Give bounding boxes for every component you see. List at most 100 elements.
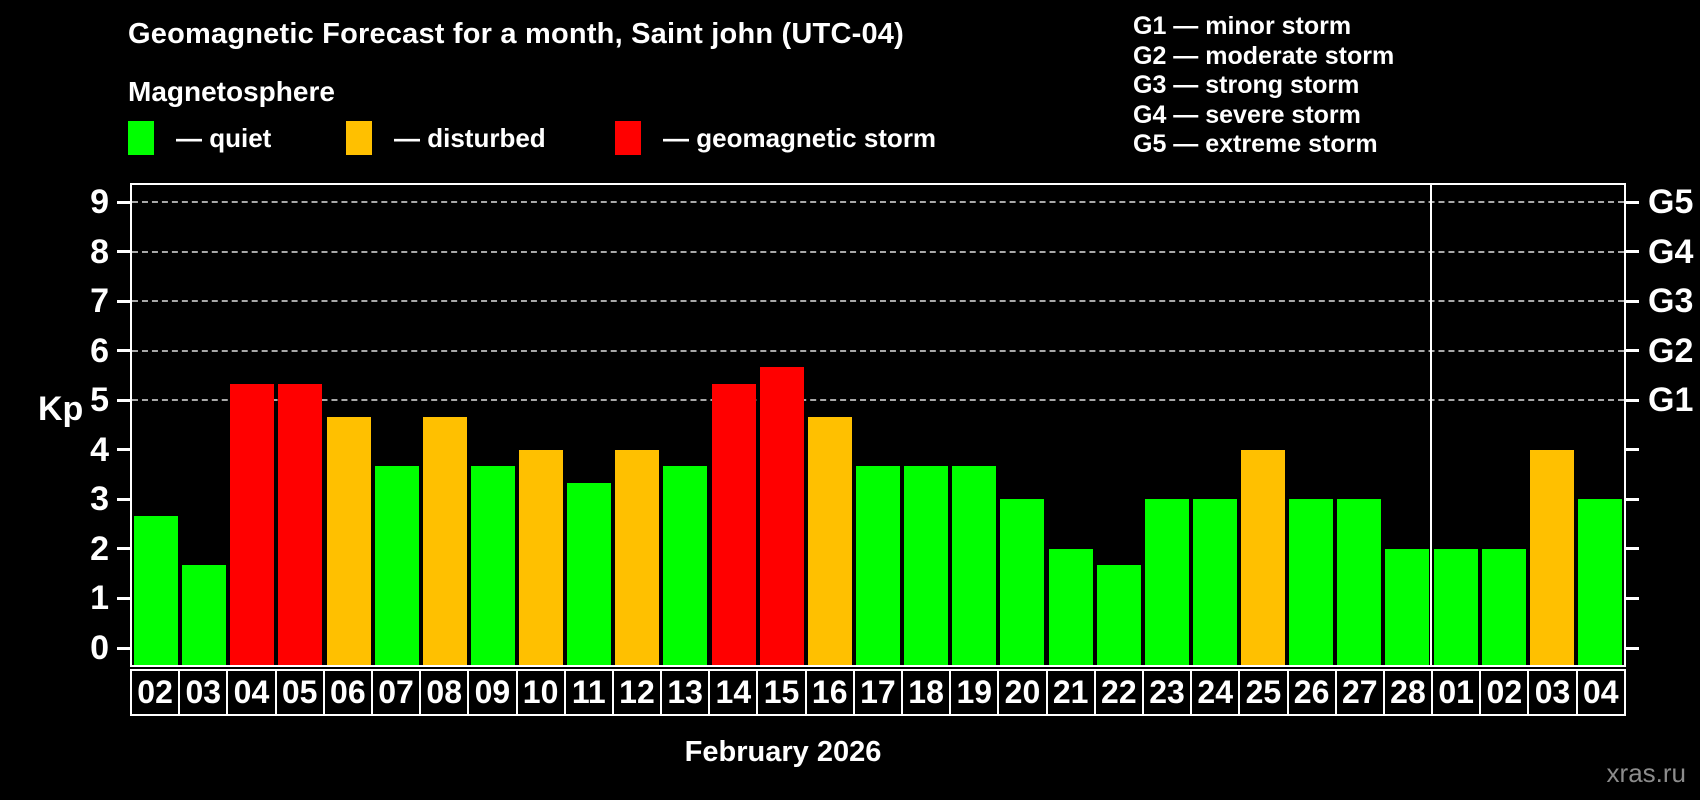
- g-scale-tick-label-G2: G2: [1648, 331, 1694, 370]
- day-label-feb-11: 11: [563, 669, 614, 716]
- day-label-feb-15: 15: [756, 669, 807, 716]
- y-axis-tick-label-6: 6: [90, 331, 109, 370]
- g-scale-tick-label-G3: G3: [1648, 282, 1694, 321]
- bar-feb-15: [759, 367, 804, 665]
- day-label-feb-17: 17: [852, 669, 903, 716]
- y-axis-tick-label-3: 3: [90, 480, 109, 519]
- day-label-feb-16: 16: [804, 669, 855, 716]
- bar-feb-24: [1192, 499, 1237, 665]
- bar-feb-25: [1241, 449, 1286, 665]
- chart-title: Geomagnetic Forecast for a month, Saint …: [128, 18, 904, 50]
- day-label-mar-04: 04: [1575, 669, 1626, 716]
- day-label-feb-09: 09: [467, 669, 518, 716]
- y-axis-tick-label-5: 5: [90, 381, 109, 420]
- y-axis-tick-label-8: 8: [90, 232, 109, 271]
- g-scale-legend-line-3: G3 — strong storm: [1133, 71, 1360, 99]
- y-axis-tick-label-9: 9: [90, 183, 109, 221]
- y-axis-tick-right-2: [1626, 547, 1639, 551]
- y-axis-tick-left-1: [117, 596, 130, 600]
- bar-mar-03: [1529, 449, 1574, 665]
- day-label-feb-07: 07: [370, 669, 422, 716]
- y-axis-tick-left-8: [117, 250, 130, 254]
- day-label-feb-27: 27: [1334, 669, 1385, 716]
- y-axis-tick-label-4: 4: [90, 430, 109, 469]
- day-label-feb-13: 13: [660, 669, 711, 716]
- legend-label-quiet: — quiet: [176, 122, 272, 153]
- bar-feb-23: [1144, 499, 1189, 665]
- bar-feb-21: [1048, 548, 1093, 665]
- plot-area: 0 1 2 3 4 5 6 7 8 9 G1 G2 G3 G4 G5: [90, 183, 1693, 667]
- day-label-feb-14: 14: [708, 669, 759, 716]
- g-scale-tick-label-G1: G1: [1648, 381, 1694, 420]
- y-axis-tick-right-5: [1626, 398, 1639, 402]
- day-label-feb-28: 28: [1382, 669, 1434, 716]
- legend-item-disturbed: — disturbed: [346, 118, 546, 158]
- g-scale-legend-line-1: G1 — minor storm: [1133, 12, 1352, 40]
- bar-feb-18: [904, 466, 949, 665]
- bar-feb-14: [711, 383, 756, 665]
- bar-feb-20: [1000, 499, 1045, 665]
- g-scale-legend-line-5: G5 — extreme storm: [1133, 130, 1378, 158]
- bar-feb-10: [519, 449, 564, 665]
- y-axis-tick-left-4: [117, 448, 130, 452]
- y-axis-tick-label-7: 7: [90, 282, 109, 321]
- g-scale-tick-label-G4: G4: [1648, 232, 1694, 271]
- bar-feb-22: [1096, 565, 1141, 665]
- bar-feb-19: [952, 466, 997, 665]
- bar-feb-16: [807, 416, 852, 665]
- bar-feb-17: [856, 466, 900, 665]
- bar-feb-28: [1385, 548, 1430, 665]
- day-label-feb-05: 05: [274, 669, 325, 716]
- bar-feb-12: [615, 449, 660, 665]
- bar-feb-04: [230, 383, 275, 665]
- bar-feb-07: [374, 466, 419, 665]
- g-scale-tick-label-G5: G5: [1648, 183, 1694, 221]
- day-label-feb-25: 25: [1238, 669, 1289, 716]
- y-axis-tick-label-1: 1: [90, 579, 109, 618]
- bar-mar-02: [1481, 548, 1526, 665]
- x-axis-day-labels: 02 03 04 05 06 07 08 09 10 11 12 13 14 15 16 17 18 19 20 21…: [130, 669, 1626, 716]
- bar-feb-02: [134, 515, 179, 665]
- day-label-feb-08: 08: [419, 669, 470, 716]
- bar-feb-06: [326, 416, 371, 665]
- y-axis-tick-right-3: [1626, 497, 1639, 501]
- gridline-kp-5: [132, 399, 1624, 402]
- legend-swatch-quiet: [128, 121, 154, 155]
- legend-item-storm: — geomagnetic storm: [615, 118, 936, 158]
- day-label-feb-04: 04: [226, 669, 277, 716]
- legend-item-quiet: — quiet: [128, 118, 271, 158]
- day-label-feb-19: 19: [949, 669, 1000, 716]
- bar-feb-13: [663, 466, 708, 665]
- y-axis-tick-right-6: [1626, 349, 1639, 353]
- day-label-feb-22: 22: [1093, 669, 1144, 716]
- g-scale-legend: G1 — minor storm G2 — moderate storm G3 — …: [1133, 12, 1394, 160]
- bar-mar-04: [1577, 499, 1622, 665]
- y-axis-tick-right-9: [1626, 200, 1639, 204]
- day-label-mar-02: 02: [1479, 669, 1530, 716]
- day-label-feb-06: 06: [322, 669, 373, 716]
- chart-subtitle: Magnetosphere: [128, 76, 335, 107]
- day-label-feb-20: 20: [997, 669, 1048, 716]
- y-axis-tick-left-3: [117, 497, 130, 501]
- y-axis-tick-left-7: [117, 299, 130, 303]
- y-axis-tick-right-7: [1626, 299, 1639, 303]
- day-label-feb-21: 21: [1045, 669, 1096, 716]
- bar-feb-08: [422, 416, 467, 665]
- bar-mar-01: [1433, 548, 1478, 665]
- y-axis-title: Kp: [38, 390, 84, 428]
- g-scale-legend-line-4: G4 — severe storm: [1133, 100, 1361, 129]
- day-label-feb-26: 26: [1286, 669, 1337, 716]
- y-axis-tick-right-8: [1626, 250, 1639, 254]
- legend-swatch-storm: [615, 121, 641, 155]
- legend-label-storm: — geomagnetic storm: [663, 122, 937, 153]
- legend-swatch-disturbed: [346, 121, 372, 155]
- gridline-kp-8: [132, 250, 1624, 253]
- bar-feb-26: [1289, 499, 1334, 665]
- day-label-feb-18: 18: [901, 669, 952, 716]
- day-label-mar-03: 03: [1527, 669, 1578, 716]
- watermark: xras.ru: [1606, 758, 1686, 788]
- bar-feb-09: [470, 466, 515, 665]
- x-axis-caption: February 2026: [684, 736, 882, 768]
- day-label-mar-01: 01: [1431, 669, 1482, 716]
- bar-feb-03: [182, 565, 227, 665]
